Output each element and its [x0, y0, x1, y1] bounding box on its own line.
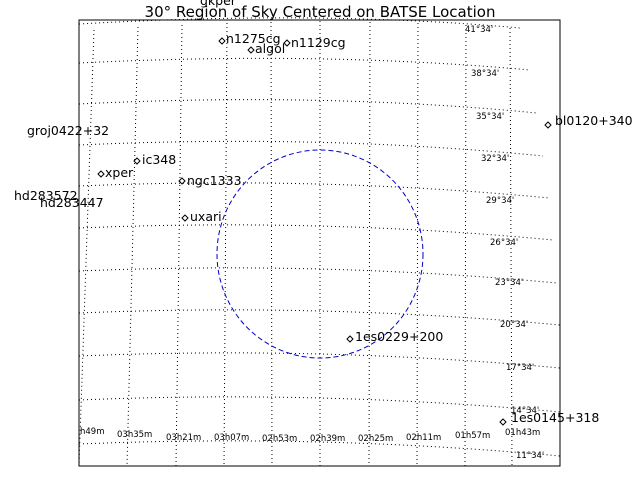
dec-grid-line — [78, 99, 538, 114]
source-label: n1275cg — [226, 31, 281, 46]
ra-grid-line — [270, 21, 273, 467]
ra-grid-line — [223, 22, 228, 467]
dec-label: 14°34' — [511, 406, 539, 416]
dec-grid-line — [78, 309, 561, 326]
source-labels: gkper n1275cg algol n1129cg groj0422+32 … — [14, 0, 633, 425]
dec-label: 32°34' — [481, 154, 509, 164]
source-marker — [178, 177, 186, 185]
dec-grid-line — [78, 352, 561, 369]
ra-label: 01h57m — [455, 431, 490, 441]
source-label: 1es0145+318 — [511, 410, 599, 425]
dec-label: 41°34' — [465, 25, 493, 35]
dec-grid-line — [78, 140, 544, 157]
ra-label: 03h35m — [117, 430, 152, 440]
source-label: gkper — [200, 0, 237, 8]
dec-label: 17°34' — [506, 363, 534, 373]
source-marker — [97, 170, 105, 178]
source-label: hd283572 — [14, 188, 78, 203]
dec-label: 23°34' — [495, 278, 523, 288]
source-label: hd283447 — [40, 195, 104, 210]
ra-grid-lines — [78, 21, 513, 467]
source-label: bl0120+340 — [555, 113, 633, 128]
ra-label: 02h39m — [310, 434, 345, 444]
source-label: xper — [105, 165, 134, 180]
source-label: uxari — [190, 209, 222, 224]
source-label: algol — [255, 41, 285, 56]
dec-grid-line — [78, 267, 558, 284]
dec-grid-line — [78, 57, 531, 71]
source-marker — [499, 418, 507, 426]
dec-label: 35°34' — [476, 112, 504, 122]
ra-grid-line — [464, 24, 467, 467]
batse-error-circle — [216, 149, 424, 359]
source-marker — [346, 335, 354, 343]
dec-grid-line — [78, 440, 561, 457]
source-marker — [133, 157, 141, 165]
source-label: ngc1333 — [187, 173, 242, 188]
dec-labels: 41°34' 38°34' 35°34' 32°34' 29°34' 26°34… — [465, 25, 544, 461]
dec-label: 11°34' — [516, 451, 544, 461]
ra-labels: h49m 03h35m 03h21m 03h07m 02h53m 02h39m … — [80, 427, 540, 444]
source-label: 1es0229+200 — [355, 329, 443, 344]
source-label: groj0422+32 — [27, 123, 109, 138]
ra-grid-line — [368, 21, 371, 467]
ra-grid-line — [126, 26, 139, 467]
dec-label: 20°34' — [500, 320, 528, 330]
ra-label: 03h21m — [166, 433, 201, 443]
ra-label: 03h07m — [214, 433, 249, 443]
source-markers — [97, 37, 552, 426]
ra-grid-line — [416, 22, 419, 467]
dec-grid-lines — [78, 17, 561, 457]
dec-label: 38°34' — [471, 69, 499, 79]
dec-grid-line — [78, 224, 554, 241]
ra-label: 02h11m — [406, 433, 441, 443]
source-marker — [181, 214, 189, 222]
source-marker — [247, 46, 255, 54]
dec-grid-line — [78, 182, 550, 199]
dec-grid-line — [78, 17, 521, 29]
ra-label: h49m — [80, 427, 104, 437]
ra-grid-line — [78, 29, 95, 467]
ra-grid-line — [175, 24, 183, 467]
source-marker — [544, 121, 552, 129]
plot-frame — [78, 19, 561, 467]
source-marker — [218, 37, 226, 45]
dec-grid-line — [78, 396, 561, 413]
dec-label: 26°34' — [490, 238, 518, 248]
chart-title: 30° Region of Sky Centered on BATSE Loca… — [145, 3, 496, 21]
ra-label: 02h25m — [358, 434, 393, 444]
ra-label: 01h43m — [505, 428, 540, 438]
source-label: n1129cg — [291, 35, 346, 50]
source-marker — [283, 39, 291, 47]
ra-label: 02h53m — [262, 434, 297, 444]
dec-label: 29°34' — [486, 196, 514, 206]
source-label: ic348 — [142, 152, 176, 167]
